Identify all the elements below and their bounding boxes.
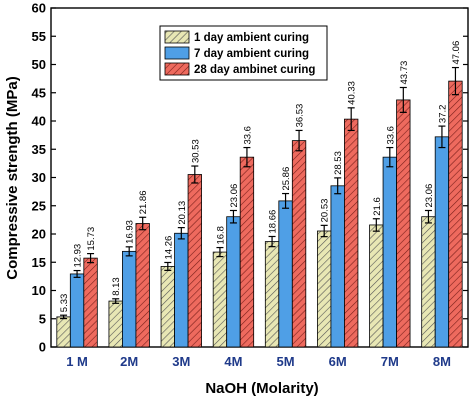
x-tick-label: 6M [329,354,347,369]
x-axis-title: NaOH (Molarity) [205,380,318,397]
bar-value-label: 18.66 [268,210,279,234]
x-tick-label: 4M [224,354,242,369]
bar-value-label: 15.73 [86,227,97,251]
bar-2-7 [448,80,463,348]
x-tick-label: 2M [120,354,138,369]
y-tick-label: 25 [32,198,46,213]
x-tick-label: 8M [433,354,451,369]
legend-label-1: 7 day ambient curing [194,48,309,60]
bar-2-3 [239,156,255,348]
bar-value-label: 23.06 [424,184,435,208]
bar-2-4 [291,140,307,348]
bar-value-label: 37.2 [437,105,448,124]
bar-value-label: 20.13 [177,201,188,225]
bar-value-label: 33.6 [242,126,253,145]
x-tick-label: 7M [381,354,399,369]
bar-value-label: 14.26 [163,236,174,260]
legend-swatch-0 [164,30,190,44]
y-tick-label: 40 [32,114,46,129]
bar-1-1 [122,250,137,348]
y-tick-label: 0 [39,340,46,355]
bar-0-3 [212,251,228,348]
y-tick-label: 60 [32,1,46,16]
bar-1-3 [226,216,241,348]
bar-value-label: 40.33 [347,81,358,105]
bar-value-label: 12.93 [73,244,84,268]
y-axis-title: Compressive strength (MPa) [4,76,21,279]
x-tick-label: 1 M [66,354,88,369]
bar-0-7 [421,216,436,348]
legend-label-2: 28 day ambinet curing [194,64,315,76]
x-tick-label: 5M [277,354,295,369]
bar-value-label: 30.53 [190,139,201,163]
bar-1-7 [434,136,450,348]
x-tick-label: 3M [172,354,190,369]
bar-value-label: 25.86 [281,167,292,191]
bar-2-0 [83,257,98,348]
bar-value-label: 16.8 [215,226,226,245]
bar-2-1 [135,223,150,348]
y-tick-label: 5 [39,311,46,326]
y-tick-label: 55 [32,29,46,44]
bar-0-1 [108,300,123,348]
bar-value-label: 36.53 [295,104,306,128]
bar-value-label: 21.6 [372,197,383,216]
bar-1-6 [382,156,397,348]
legend: 1 day ambient curing 7 day ambient curing… [159,25,328,81]
bar-value-label: 16.93 [125,220,136,244]
bar-value-label: 47.06 [451,41,462,65]
bar-value-label: 43.73 [399,61,410,85]
bar-1-2 [174,232,189,348]
bar-value-label: 5.33 [59,294,70,313]
bar-0-2 [160,266,175,348]
legend-swatch-2 [164,62,190,76]
bar-0-4 [264,241,280,348]
bar-2-2 [187,174,202,348]
bar-0-0 [56,316,71,348]
bars: 5.33 8.13 14.26 16.8 18.66 20.53 21.6 23.06 12.9… [56,41,463,348]
y-tick-label: 20 [32,227,46,242]
y-tick-label: 10 [32,283,46,298]
bar-2-5 [344,118,359,348]
legend-swatch-1 [164,46,190,60]
bar-value-label: 8.13 [111,277,122,296]
y-axis-ticks: 0 5 10 15 20 25 30 35 40 45 50 55 60 [32,1,468,355]
bar-value-label: 33.6 [385,126,396,145]
bar-1-5 [330,185,345,348]
bar-value-label: 23.06 [229,184,240,208]
y-tick-label: 30 [32,170,46,185]
bar-0-6 [369,224,384,348]
legend-label-0: 1 day ambient curing [194,32,309,44]
bar-1-0 [69,273,85,348]
bar-0-5 [317,230,332,348]
y-tick-label: 45 [32,85,46,100]
bar-value-label: 21.86 [138,190,149,214]
bar-value-label: 20.53 [320,199,331,223]
bar-1-4 [278,200,293,348]
y-tick-label: 35 [32,142,46,157]
bar-value-label: 28.53 [333,151,344,175]
y-tick-label: 15 [32,255,46,270]
bar-2-6 [396,99,411,348]
y-tick-label: 50 [32,57,46,72]
